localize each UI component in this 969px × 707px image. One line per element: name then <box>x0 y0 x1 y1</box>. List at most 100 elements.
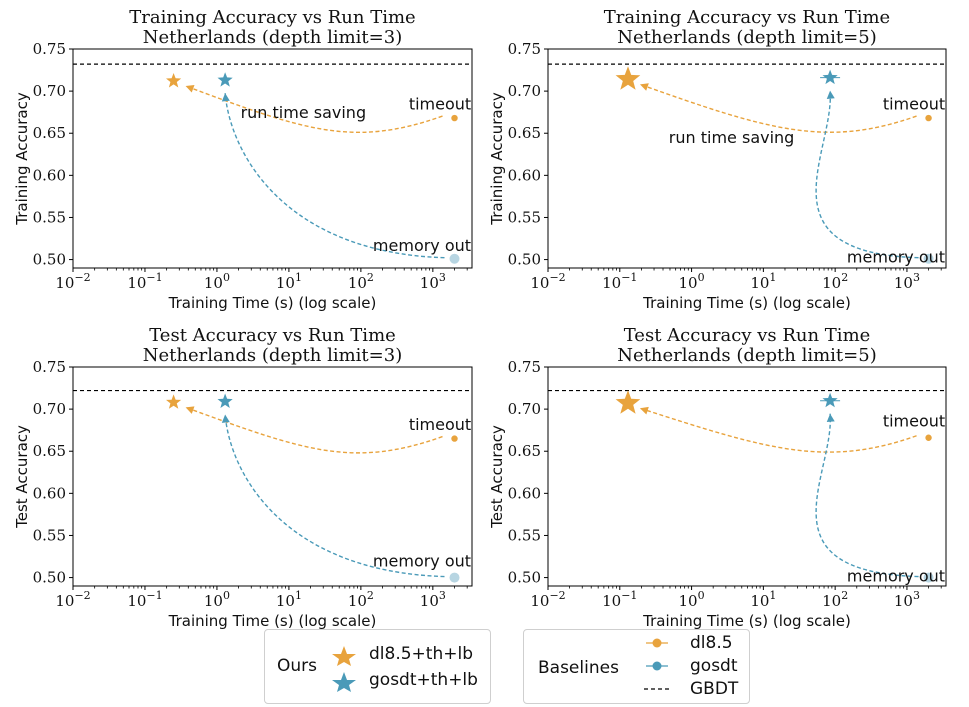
x-axis-label: Training Time (s) (log scale) <box>642 612 851 630</box>
dashed-line-icon <box>644 688 670 690</box>
x-tick-label: 10−1 <box>127 589 162 610</box>
y-tick-label: 0.60 <box>33 484 66 502</box>
y-tick-label: 0.70 <box>508 400 541 418</box>
blue-arrow-head <box>221 414 230 423</box>
x-tick-label: 100 <box>204 271 230 292</box>
y-axis-label: Test Accuracy <box>488 425 506 529</box>
axes-frame <box>547 48 947 269</box>
annotation-label: run time saving <box>669 128 795 147</box>
y-tick-label: 0.60 <box>508 484 541 502</box>
chart-title: Training Accuracy vs Run Time <box>604 7 890 28</box>
y-tick-label: 0.60 <box>508 166 541 184</box>
x-tick-label: 100 <box>204 589 230 610</box>
x-tick-label: 101 <box>276 589 302 610</box>
annotation-label: memory out <box>847 248 945 267</box>
annotation-label: run time saving <box>241 103 367 122</box>
x-tick-label: 101 <box>750 271 776 292</box>
legend-item-gosdt: gosdt <box>690 656 738 676</box>
orange-arrow-head <box>639 406 649 415</box>
annotation-label: timeout <box>409 415 471 434</box>
x-tick-label: 100 <box>679 589 705 610</box>
orange-arrow <box>639 407 917 453</box>
dl85-point <box>451 435 458 442</box>
legend-baselines: Baselines dl8.5 gosdt GBDT <box>523 629 750 704</box>
legend-ours: Ours dl8.5+th+lb gosdt+th+lb <box>264 629 491 704</box>
axes-frame <box>547 366 947 587</box>
x-tick-label: 103 <box>420 589 446 610</box>
chart-subtitle: Netherlands (depth limit=5) <box>617 345 876 366</box>
x-tick-label: 10−2 <box>530 589 565 610</box>
gosdt-point <box>923 253 934 264</box>
gosdt-ours-star <box>217 393 233 408</box>
axes-frame <box>72 48 473 269</box>
orange-arrow <box>639 83 917 133</box>
blue-arrow <box>815 90 919 259</box>
y-tick-label: 0.55 <box>508 526 541 544</box>
x-tick-label: 10−2 <box>55 589 90 610</box>
x-tick-label: 10−2 <box>530 271 565 292</box>
x-tick-label: 10−1 <box>602 589 637 610</box>
axes-frame <box>72 366 473 587</box>
chart-title: Training Accuracy vs Run Time <box>129 7 415 28</box>
x-tick-label: 103 <box>894 589 920 610</box>
star-icon <box>332 646 356 666</box>
gosdt-ours-star <box>822 392 838 408</box>
orange-arrow <box>185 406 443 454</box>
orange-arrow-head <box>185 406 195 414</box>
annotation-label: timeout <box>883 412 945 431</box>
x-tick-label: 10−1 <box>127 271 162 292</box>
y-axis-label: Training Accuracy <box>488 92 506 226</box>
dl85-point <box>451 114 458 122</box>
orange-arrow <box>185 85 443 134</box>
x-axis-label: Training Time (s) (log scale) <box>642 294 851 312</box>
y-tick-label: 0.75 <box>33 40 66 58</box>
y-tick-label: 0.50 <box>33 569 66 587</box>
y-tick-label: 0.65 <box>508 442 541 460</box>
blue-arrow-head <box>826 90 835 99</box>
legend-item-gosdt-ours: gosdt+th+lb <box>369 670 478 690</box>
chart-subtitle: Netherlands (depth limit=3) <box>143 345 402 366</box>
x-axis-label: Training Time (s) (log scale) <box>168 294 377 312</box>
annotation-label: memory out <box>373 236 471 255</box>
y-tick-label: 0.65 <box>33 124 66 142</box>
legend-item-dl85: dl8.5 <box>690 633 733 653</box>
dl85-ours-star <box>166 73 182 88</box>
legend-item-dl85-ours: dl8.5+th+lb <box>369 644 473 664</box>
blue-arrow <box>224 414 445 578</box>
blue-arrow-head <box>221 93 230 102</box>
circle-errorbar-icon <box>646 638 668 648</box>
chart-subtitle: Netherlands (depth limit=5) <box>617 27 876 48</box>
x-axis-label: Training Time (s) (log scale) <box>168 612 377 630</box>
chart-title: Test Accuracy vs Run Time <box>149 325 396 346</box>
x-tick-label: 10−2 <box>55 271 90 292</box>
x-tick-label: 101 <box>750 589 776 610</box>
y-tick-label: 0.50 <box>33 251 66 269</box>
orange-arrow-head <box>185 85 195 93</box>
y-axis-label: Test Accuracy <box>13 425 31 529</box>
annotation-label: memory out <box>373 551 471 570</box>
chart-title: Test Accuracy vs Run Time <box>624 325 871 346</box>
x-tick-label: 101 <box>276 271 302 292</box>
x-tick-label: 102 <box>348 271 374 292</box>
x-tick-label: 10−1 <box>602 271 637 292</box>
x-tick-label: 102 <box>822 589 848 610</box>
x-tick-label: 102 <box>822 271 848 292</box>
y-tick-label: 0.55 <box>33 526 66 544</box>
star-icon <box>332 672 356 692</box>
y-tick-label: 0.60 <box>33 166 66 184</box>
y-tick-label: 0.70 <box>508 82 541 100</box>
dl85-ours-star <box>615 66 641 90</box>
legend-item-gbdt: GBDT <box>690 679 739 699</box>
blue-arrow-head <box>826 413 835 422</box>
annotation-label: memory out <box>847 567 945 586</box>
y-axis-label: Training Accuracy <box>13 92 31 226</box>
orange-arrow-head <box>639 83 649 91</box>
x-tick-label: 102 <box>348 589 374 610</box>
blue-arrow <box>224 93 445 259</box>
circle-errorbar-icon <box>646 661 668 671</box>
dl85-ours-star <box>166 394 182 409</box>
y-tick-label: 0.55 <box>508 208 541 226</box>
blue-arrow <box>815 413 919 578</box>
y-tick-label: 0.75 <box>508 358 541 376</box>
